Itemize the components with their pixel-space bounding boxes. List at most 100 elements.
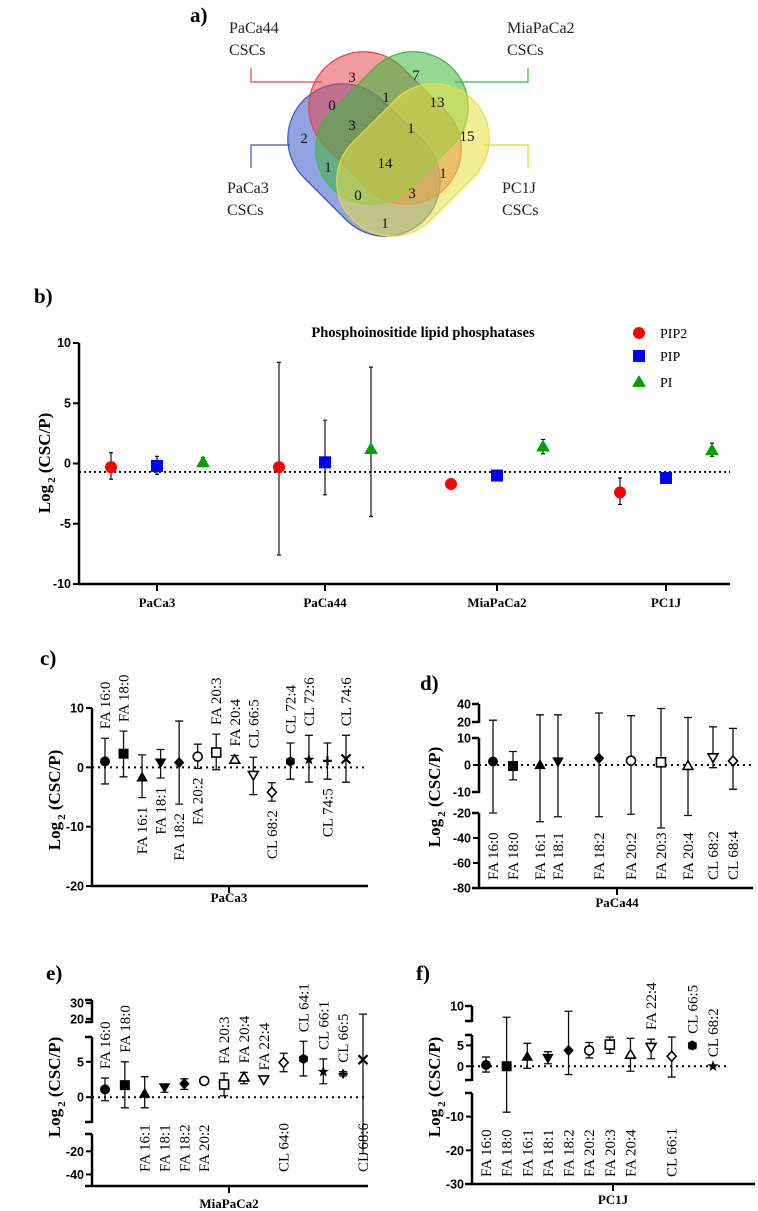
y-tick-label: 0 xyxy=(77,1091,84,1105)
point-label: FA 18:0 xyxy=(500,1129,516,1177)
y-tick-label: 10 xyxy=(57,336,71,350)
data-point xyxy=(100,737,110,785)
data-point xyxy=(266,782,278,802)
data-point xyxy=(727,727,739,790)
venn-region-count: 2 xyxy=(300,131,308,147)
point-label: FA 22:4 xyxy=(257,1022,273,1070)
triangle-down-open-marker xyxy=(644,1042,658,1054)
data-point xyxy=(501,1016,512,1113)
point-label: CL 72:6 xyxy=(302,677,318,727)
y-axis-label: Log2 (CSC/P) xyxy=(35,413,58,514)
point-label: CL 68:2 xyxy=(265,810,281,859)
y-tick-label: 40 xyxy=(457,698,471,712)
triangle-open-marker xyxy=(237,1070,251,1082)
point-label: FA 16:1 xyxy=(135,807,151,855)
x-tick-label: MiaPaCa2 xyxy=(467,595,526,610)
point-label: FA 16:1 xyxy=(520,1129,536,1177)
triangle-down-marker xyxy=(542,1053,554,1064)
data-point xyxy=(278,1052,290,1073)
y-tick-label: -30 xyxy=(446,1178,464,1192)
point-label: CL 64:0 xyxy=(277,1123,293,1172)
data-point xyxy=(644,1038,658,1060)
triangle-marker xyxy=(632,374,646,387)
set-label-miapaca2: MiaPaCa2 xyxy=(507,20,575,37)
data-point xyxy=(338,1069,348,1079)
data-point xyxy=(237,1070,251,1085)
square-marker xyxy=(633,350,645,362)
data-point xyxy=(706,726,720,769)
y-tick-label: 20 xyxy=(457,716,471,730)
point-label: FA 20:3 xyxy=(209,677,225,725)
y-label-main: Log xyxy=(35,484,54,513)
data-point xyxy=(317,1058,330,1085)
data-point xyxy=(154,748,167,779)
venn-region-count: 14 xyxy=(378,156,394,172)
error-bar xyxy=(489,719,497,814)
y-label-subscript: 2 xyxy=(56,814,68,820)
triangle-down-open-marker xyxy=(257,1075,271,1087)
square-open-marker xyxy=(210,747,222,758)
triangle-down-marker xyxy=(552,757,564,768)
point-label: FA 20:4 xyxy=(623,1129,639,1177)
data-point xyxy=(257,1075,271,1087)
data-point xyxy=(593,712,605,818)
set-label-paca3: PaCa3 xyxy=(227,180,269,197)
diamond-open-marker xyxy=(278,1056,290,1069)
plus-marker xyxy=(338,1069,348,1079)
circle-marker xyxy=(488,756,498,767)
chart-paca44: d) PaCa44 40 20 10 0 -10 -20 -40 -60 -80 Log2 (CSC… xyxy=(420,671,753,910)
y-tick-label: 30 xyxy=(70,997,84,1011)
triangle-marker xyxy=(534,759,546,770)
data-point xyxy=(198,1075,210,1087)
y-tick-label: -20 xyxy=(446,1144,464,1158)
data-point xyxy=(655,707,667,829)
point-label: FA 16:1 xyxy=(138,1124,154,1172)
y-label-subscript: 2 xyxy=(46,477,58,483)
y-label-rest: (CSC/P) xyxy=(45,1037,64,1102)
y-tick-label: 0 xyxy=(464,759,471,773)
x-tick-label: PaCa44 xyxy=(303,595,347,610)
venn-region-count: 3 xyxy=(408,186,416,202)
point-label: CL 64:1 xyxy=(296,983,312,1032)
y-label-main: Log xyxy=(425,1108,444,1137)
point-label: FA 16:0 xyxy=(479,1129,495,1177)
triangle-down-open-marker xyxy=(246,770,260,782)
legend-label: PI xyxy=(660,376,673,391)
data-point xyxy=(624,1037,637,1072)
y-tick-label: -60 xyxy=(453,857,471,871)
data-point xyxy=(322,742,332,780)
y-tick-label: -40 xyxy=(66,1168,84,1182)
star-marker xyxy=(303,753,315,765)
data-point xyxy=(583,1041,595,1059)
legend-label: PIP2 xyxy=(660,327,687,342)
point-label: FA 16:0 xyxy=(98,682,114,730)
y-tick-label: 0 xyxy=(457,1060,464,1074)
point-label: FA 20:3 xyxy=(603,1129,619,1177)
square-marker xyxy=(119,1080,130,1091)
point-label: CL 68:4 xyxy=(726,830,742,880)
venn-region-count: 13 xyxy=(430,95,445,111)
triangle-marker xyxy=(136,771,148,782)
triangle-marker xyxy=(521,1050,534,1061)
diamond-marker xyxy=(173,756,185,769)
data-point xyxy=(481,1056,491,1073)
triangle-down-marker xyxy=(154,758,167,769)
connector-paca3 xyxy=(250,144,290,168)
error-bar xyxy=(277,361,281,556)
data-point xyxy=(179,1078,190,1091)
hexagon-marker xyxy=(687,1040,697,1051)
data-point xyxy=(192,743,203,770)
data-point xyxy=(173,720,185,805)
venn-region-count: 1 xyxy=(407,121,415,137)
panel-label-d: d) xyxy=(420,671,439,695)
point-label: CL 74:6 xyxy=(339,677,355,727)
y-tick-label: 5 xyxy=(64,396,71,410)
venn-region-count: 0 xyxy=(354,188,362,204)
data-point xyxy=(625,715,637,815)
point-label: FA 16:0 xyxy=(486,832,502,880)
point-label: CL 68:2 xyxy=(706,831,722,880)
set-sublabel-pc1j: CSCs xyxy=(502,202,538,219)
